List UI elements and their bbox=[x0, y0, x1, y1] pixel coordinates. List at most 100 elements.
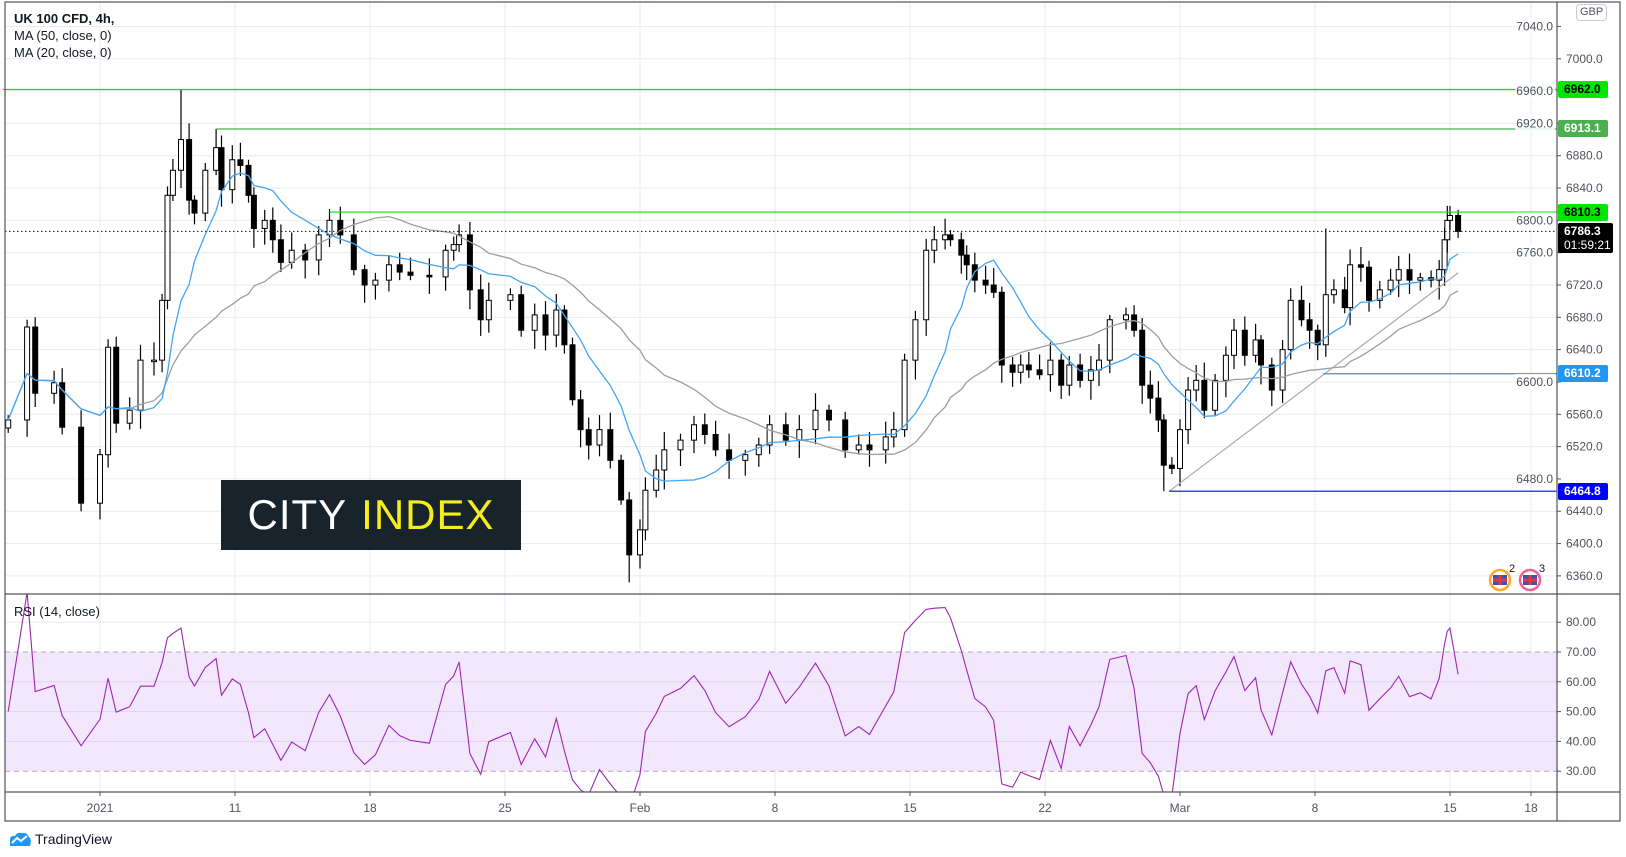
time-tick-label: 18 bbox=[363, 801, 377, 815]
candle-down bbox=[607, 429, 614, 461]
price-level-label[interactable]: 6610.2 bbox=[1558, 365, 1608, 383]
time-tick-label: Mar bbox=[1170, 801, 1191, 815]
candle-up bbox=[1017, 364, 1024, 373]
price-tick-label: 6520.0 bbox=[1566, 440, 1603, 454]
candle-up bbox=[5, 419, 12, 429]
logo-word-city: CITY bbox=[247, 491, 348, 538]
candle-down bbox=[1298, 299, 1305, 321]
price-tick-label-bg bbox=[1515, 83, 1555, 99]
symbol-legend[interactable]: UK 100 CFD, 4h, bbox=[14, 11, 115, 26]
last-price-label[interactable]: 6786.3 01:59:21 bbox=[1558, 223, 1613, 254]
candle-down bbox=[990, 284, 997, 293]
candle-up bbox=[1444, 219, 1451, 241]
candle-up bbox=[315, 234, 322, 261]
candle-down bbox=[477, 289, 484, 321]
price-tick-label: 6400.0 bbox=[1566, 537, 1603, 551]
price-tick-label-bg bbox=[1515, 212, 1555, 228]
candle-down bbox=[245, 164, 252, 196]
price-level-label[interactable]: 6962.0 bbox=[1558, 80, 1608, 98]
candle-up bbox=[126, 409, 133, 424]
candle-up bbox=[1231, 329, 1237, 356]
candle-down bbox=[1131, 314, 1138, 331]
rsi-tick-label: 70.00 bbox=[1566, 645, 1596, 659]
candle-down bbox=[250, 194, 257, 229]
candle-down bbox=[466, 234, 473, 291]
price-tick-label-bg bbox=[1515, 373, 1555, 389]
candle-down bbox=[1147, 384, 1154, 399]
price-tick-label: 7040.0 bbox=[1516, 19, 1553, 33]
ma50-legend[interactable]: MA (50, close, 0) bbox=[14, 28, 112, 43]
last-price-value: 6786.3 bbox=[1564, 224, 1601, 239]
candle-down bbox=[561, 309, 568, 346]
candle-down bbox=[218, 147, 225, 191]
candle-up bbox=[151, 359, 157, 363]
time-tick-label: 15 bbox=[903, 801, 917, 815]
candle-up bbox=[164, 194, 171, 301]
rsi-tick-label: 60.00 bbox=[1566, 675, 1596, 689]
candle-down bbox=[585, 429, 592, 446]
price-tick-label: 6760.0 bbox=[1516, 246, 1553, 260]
price-tick-label: 6560.0 bbox=[1566, 407, 1603, 421]
chart-frame bbox=[4, 1, 1621, 822]
candle-down bbox=[518, 294, 525, 331]
candle-up bbox=[105, 346, 112, 456]
candle-down bbox=[1406, 269, 1413, 281]
time-tick-label: 18 bbox=[1524, 801, 1538, 815]
candle-up bbox=[742, 454, 749, 461]
rsi-line bbox=[7, 594, 1459, 792]
price-tick-label: 6680.0 bbox=[1566, 310, 1603, 324]
price-level-label[interactable]: 6810.3 bbox=[1558, 203, 1608, 221]
candle-up bbox=[553, 309, 560, 336]
price-level-label[interactable]: 6913.1 bbox=[1558, 120, 1608, 138]
candle-down bbox=[237, 159, 244, 166]
tradingview-brand[interactable]: TradingView bbox=[8, 831, 112, 847]
candle-up bbox=[213, 147, 220, 171]
candle-up bbox=[1376, 289, 1383, 301]
candle-up bbox=[931, 239, 938, 251]
candle-down bbox=[186, 139, 193, 201]
price-tick-label: 6440.0 bbox=[1566, 504, 1603, 518]
candle-up bbox=[1347, 264, 1354, 309]
candle-down bbox=[982, 279, 989, 286]
candle-down bbox=[726, 449, 733, 461]
candle-up bbox=[169, 169, 176, 196]
candle-down bbox=[1268, 364, 1275, 391]
candle-down bbox=[1357, 264, 1364, 268]
candle-down bbox=[1366, 266, 1372, 301]
candle-up bbox=[882, 436, 889, 451]
candle-up bbox=[456, 234, 463, 246]
candle-down bbox=[1058, 359, 1065, 386]
candle-down bbox=[866, 444, 873, 451]
candle-up bbox=[442, 249, 449, 278]
candle-up bbox=[1279, 349, 1286, 391]
price-tick-label: 6360.0 bbox=[1566, 569, 1603, 583]
candle-down bbox=[1168, 464, 1175, 469]
candle-down bbox=[826, 409, 832, 421]
candle-down bbox=[32, 326, 39, 394]
candle-down bbox=[577, 399, 584, 431]
candle-down bbox=[350, 234, 357, 271]
price-level-label[interactable]: 6464.8 bbox=[1558, 482, 1608, 500]
ma20-legend[interactable]: MA (20, close, 0) bbox=[14, 45, 112, 60]
candle-down bbox=[1025, 364, 1032, 371]
candle-down bbox=[542, 314, 549, 336]
candle-down bbox=[782, 424, 789, 441]
trend-line bbox=[1168, 272, 1459, 492]
candle-up bbox=[507, 294, 514, 301]
candle-up bbox=[1395, 269, 1402, 281]
candle-up bbox=[1447, 215, 1453, 221]
candle-down bbox=[1306, 319, 1313, 331]
rsi-tick-label: 30.00 bbox=[1566, 764, 1596, 778]
candle-down bbox=[396, 264, 403, 273]
candle-up bbox=[1212, 379, 1219, 411]
candle-up bbox=[1222, 354, 1229, 381]
currency-badge[interactable]: GBP bbox=[1576, 4, 1608, 21]
candle-up bbox=[755, 444, 762, 456]
candle-up bbox=[596, 429, 603, 446]
rsi-legend[interactable]: RSI (14, close) bbox=[14, 604, 100, 619]
candle-up bbox=[1287, 299, 1294, 351]
candle-up bbox=[137, 359, 144, 411]
candle-up bbox=[51, 382, 58, 394]
candle-down bbox=[78, 426, 85, 504]
